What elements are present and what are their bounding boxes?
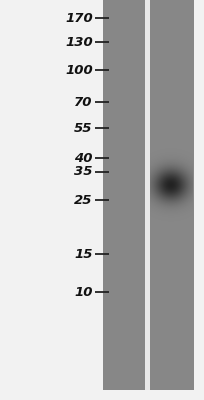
Text: 100: 100 (65, 64, 93, 76)
Text: 70: 70 (74, 96, 93, 108)
Text: 25: 25 (74, 194, 93, 206)
Text: 130: 130 (65, 36, 93, 48)
Text: 15: 15 (74, 248, 93, 260)
Text: 10: 10 (74, 286, 93, 298)
Bar (145, 0, 150, 390)
Text: 40: 40 (74, 152, 93, 164)
Text: 55: 55 (74, 122, 93, 134)
Text: 170: 170 (65, 12, 93, 24)
Bar (103, 0, 147, 390)
Text: 35: 35 (74, 166, 93, 178)
Bar (150, 0, 194, 390)
